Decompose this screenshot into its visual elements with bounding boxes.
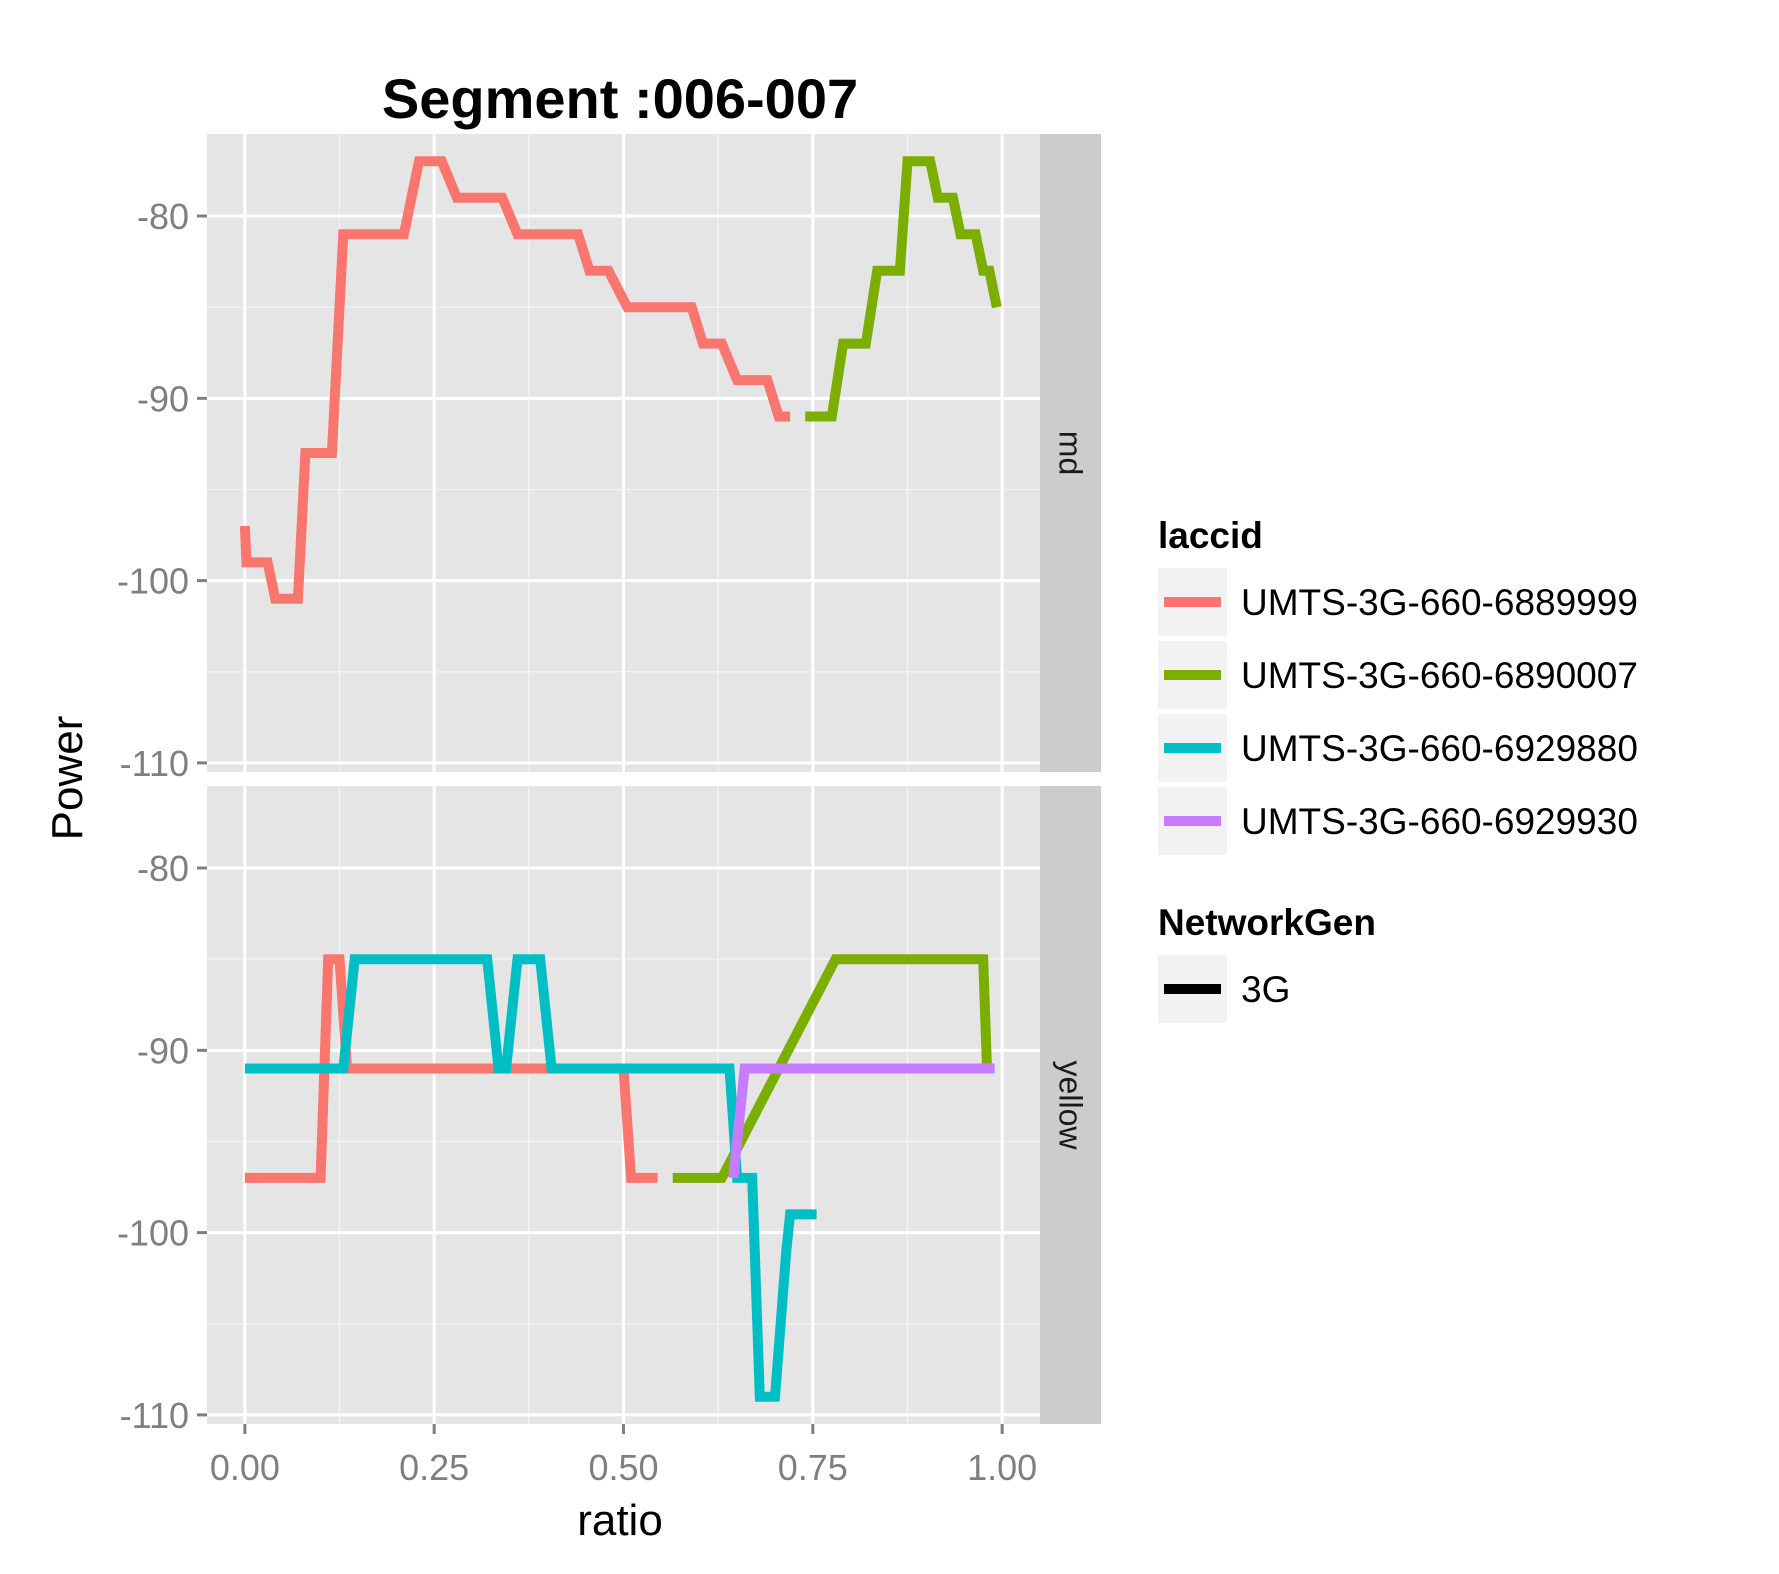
x-tick-label: 0.50	[588, 1447, 658, 1488]
series-line-UMTS-3G-660-6929930	[728, 1063, 995, 1179]
series-line-UMTS-3G-660-6929880	[244, 954, 817, 1402]
x-tick-label: 0.75	[778, 1447, 848, 1488]
legend-entry-label: UMTS-3G-660-6890007	[1241, 655, 1638, 696]
legend-entry-label: UMTS-3G-660-6929880	[1241, 728, 1638, 769]
y-tick-label: -90	[137, 378, 189, 419]
y-tick-label: -100	[117, 1213, 189, 1254]
y-tick-label: -80	[137, 848, 189, 889]
legend-title: laccid	[1158, 515, 1263, 556]
y-tick-label: -100	[117, 561, 189, 602]
legend: laccid UMTS-3G-660-6889999 UMTS-3G-660-689…	[1158, 515, 1638, 1023]
panel-yellow: -110 -100 -90 -80 yellow	[117, 786, 1101, 1436]
y-tick-label: -110	[120, 743, 189, 784]
panel-md: -110 -100 -90 -80 md	[117, 134, 1101, 784]
legend-title: NetworkGen	[1158, 902, 1376, 943]
series-line-UMTS-3G-660-6890007	[805, 156, 1002, 422]
legend-entry-label: UMTS-3G-660-6889999	[1241, 582, 1638, 623]
y-tick-label: -90	[137, 1030, 189, 1071]
x-tick-label: 1.00	[967, 1447, 1037, 1488]
series-line-UMTS-3G-660-6889999	[239, 156, 791, 604]
y-tick-label: -110	[120, 1395, 189, 1436]
strip-background	[1040, 134, 1101, 772]
x-axis-title: ratio	[577, 1496, 663, 1545]
x-tick-label: 0.00	[210, 1447, 280, 1488]
x-axis: 0.00 0.25 0.50 0.75 1.00	[210, 1424, 1037, 1488]
x-tick-label: 0.25	[399, 1447, 469, 1488]
strip-background	[1040, 786, 1101, 1424]
y-axis-title: Power	[43, 716, 92, 841]
legend-entry-label: UMTS-3G-660-6929930	[1241, 801, 1638, 842]
legend-entry-label: 3G	[1241, 969, 1290, 1010]
strip-label: yellow	[1053, 1061, 1089, 1151]
chart-title: Segment :006-007	[382, 67, 858, 130]
series-line-UMTS-3G-660-6889999	[244, 954, 658, 1183]
strip-label: md	[1053, 431, 1089, 475]
panels: -110 -100 -90 -80 md -110 -100 -90 -80 yellow	[117, 134, 1101, 1436]
y-tick-label: -80	[137, 196, 189, 237]
